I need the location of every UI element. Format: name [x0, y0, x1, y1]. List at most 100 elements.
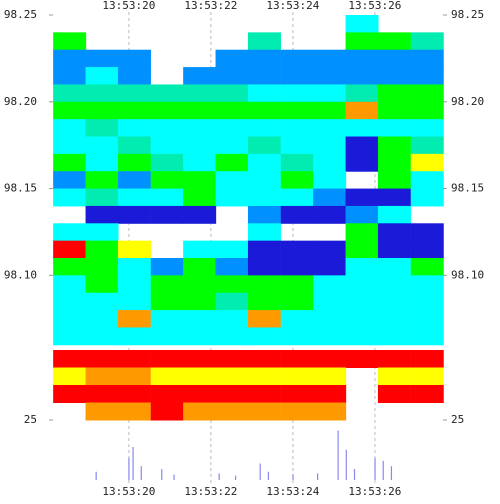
heat-cell — [150, 84, 184, 103]
heat-cell — [215, 385, 249, 403]
heat-cell — [313, 49, 347, 68]
heat-cell — [215, 84, 249, 103]
heat-cell — [247, 310, 281, 328]
heat-cell — [85, 385, 119, 403]
heat-cell — [53, 171, 87, 190]
heat-cell — [215, 49, 249, 68]
heat-cell — [313, 275, 347, 294]
heat-cell — [280, 67, 314, 85]
heat-cell — [280, 49, 314, 68]
heat-cell — [247, 367, 281, 386]
bar — [292, 474, 294, 480]
heat-cell — [53, 153, 87, 172]
bar — [173, 474, 175, 480]
bar — [128, 458, 130, 480]
x-tick-label: 13:53:26 — [348, 485, 401, 498]
heat-cell — [280, 119, 314, 138]
y-tick-label: 25 — [24, 413, 37, 426]
heat-cell — [85, 240, 119, 259]
heat-cell — [117, 275, 151, 294]
heat-cell — [345, 84, 379, 103]
heat-cell — [313, 84, 347, 103]
heat-cell — [117, 49, 151, 68]
heat-cell — [215, 136, 249, 155]
heat-cell — [53, 327, 87, 346]
heat-cell — [183, 240, 217, 259]
y-tick-label: 98.10 — [4, 268, 37, 281]
heat-cell — [313, 385, 347, 403]
heat-cell — [345, 101, 379, 120]
bar — [132, 447, 134, 480]
heat-cell — [345, 15, 379, 33]
heat-cell — [53, 258, 87, 276]
heat-cell — [410, 49, 444, 68]
heat-cell — [377, 49, 411, 68]
heat-cell — [247, 240, 281, 259]
heat-cell — [280, 171, 314, 190]
heat-cell — [117, 119, 151, 138]
heat-cell — [377, 205, 411, 224]
heat-cell — [53, 350, 87, 368]
heat-cell — [280, 153, 314, 172]
heat-cell — [215, 275, 249, 294]
bar — [390, 466, 393, 480]
heat-cell — [215, 119, 249, 138]
heat-cell — [117, 385, 151, 403]
heat-cell — [410, 119, 444, 138]
heat-cell — [53, 188, 87, 207]
heat-cell — [247, 84, 281, 103]
heat-cell — [85, 67, 119, 85]
heat-cell — [377, 350, 411, 368]
bar — [337, 430, 339, 480]
heat-cell — [85, 367, 119, 386]
heat-cell — [247, 350, 281, 368]
bar — [374, 458, 376, 480]
x-tick-label: 13:53:24 — [266, 485, 319, 498]
y-tick-label: 98.15 — [451, 182, 484, 195]
x-tick-label: 13:53:20 — [102, 485, 155, 498]
heat-cell — [53, 385, 87, 403]
heat-cell — [313, 310, 347, 328]
heat-cell — [280, 84, 314, 103]
heat-cell — [247, 119, 281, 138]
heat-cell — [215, 153, 249, 172]
heat-cell — [150, 310, 184, 328]
heat-cell — [53, 32, 87, 51]
heat-cell — [215, 67, 249, 85]
x-tick-label: 13:53:22 — [184, 0, 237, 12]
heat-cell — [313, 240, 347, 259]
heat-cell — [377, 136, 411, 155]
heat-cell — [280, 367, 314, 386]
heat-cell — [313, 171, 347, 190]
heat-cell — [85, 327, 119, 346]
heat-cell — [280, 292, 314, 311]
y-tick-label: 98.10 — [451, 268, 484, 281]
heat-cell — [117, 240, 151, 259]
heat-cell — [183, 101, 217, 120]
heat-cell — [150, 275, 184, 294]
heat-cell — [377, 188, 411, 207]
heat-cell — [345, 67, 379, 85]
heat-cell — [377, 292, 411, 311]
heat-cell — [313, 153, 347, 172]
heat-cell — [410, 292, 444, 311]
heat-cell — [280, 188, 314, 207]
heat-cell — [215, 310, 249, 328]
heat-cell — [247, 188, 281, 207]
heat-cell — [247, 171, 281, 190]
heat-cell — [377, 367, 411, 386]
heat-cell — [85, 292, 119, 311]
heat-cell — [53, 67, 87, 85]
heat-cell — [53, 310, 87, 328]
heat-cell — [215, 258, 249, 276]
y-tick-label: 98.20 — [4, 95, 37, 108]
bar — [218, 473, 220, 480]
heat-cell — [377, 327, 411, 346]
heat-cell — [247, 275, 281, 294]
heat-cell — [183, 327, 217, 346]
heat-cell — [247, 402, 281, 421]
heat-cell — [345, 292, 379, 311]
heat-cell — [117, 67, 151, 85]
heat-cell — [215, 350, 249, 368]
heat-cell — [247, 385, 281, 403]
